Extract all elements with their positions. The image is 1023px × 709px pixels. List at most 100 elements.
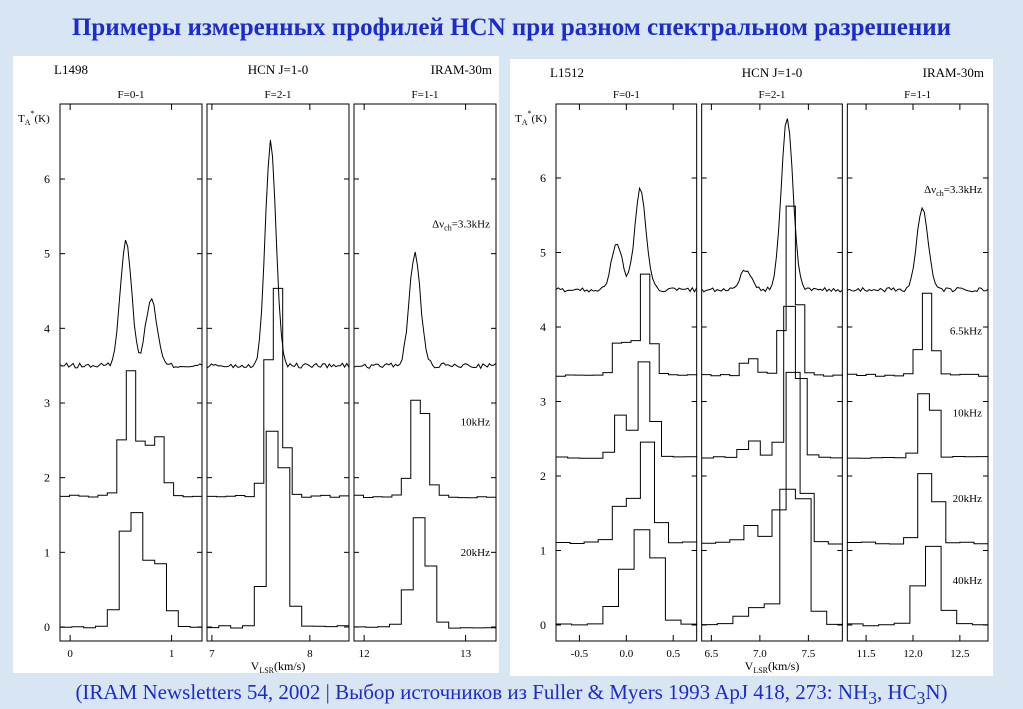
chart-panel-l1498: L1498 HCN J=1-0 IRAM-30m TA*(K) 0 1 2 3 4 5 6 F=0-1…	[13, 56, 499, 673]
series-label-rest: =3.3kHz	[944, 184, 982, 196]
x-tick-label: -0.5	[571, 648, 589, 660]
series-label-rest: =3.3kHz	[452, 219, 490, 231]
transition-label: HCN J=1-0	[248, 62, 308, 77]
x-tick-label: 12	[359, 648, 370, 660]
spectrum-20kHz	[207, 430, 350, 629]
series-label-sub: ch	[936, 189, 944, 198]
y-tick-label: 0	[44, 620, 50, 634]
y-axis-title-main: T	[18, 113, 25, 125]
y-axis-title-unit: (K)	[35, 113, 51, 125]
subpanel-frame	[846, 103, 989, 642]
subpanel-F=1-1: F=1-1 12 13	[353, 89, 497, 660]
spectrum-40kHz	[847, 545, 989, 627]
subpanel-label: F=0-1	[118, 89, 145, 101]
x-tick-label: 7	[209, 648, 215, 660]
subpanel-F=2-1: F=2-1 6.5 7.0 7.5	[701, 89, 843, 660]
subpanel-label: F=2-1	[265, 89, 292, 101]
series-label-sub: ch	[444, 224, 452, 233]
series-label-main: 20kHz	[461, 547, 490, 559]
footer-main: (IRAM Newsletters 54, 2002 | Выбор источ…	[75, 680, 869, 704]
y-axis-title: TA*(K)	[18, 109, 50, 127]
source-label: L1512	[550, 65, 584, 80]
spectrum-10kHz	[701, 305, 843, 459]
spectrum-20kHz	[354, 517, 497, 629]
source-label: L1498	[54, 62, 88, 77]
y-tick-label: 5	[540, 246, 546, 260]
spectrum-40kHz	[556, 529, 698, 626]
x-tick-label: 11.5	[857, 648, 876, 660]
y-tick-label: 4	[44, 321, 50, 335]
spectrum-20kHz	[60, 512, 203, 629]
y-axis-title-main: T	[515, 113, 522, 125]
series-label: Δνch=3.3kHz	[924, 184, 982, 198]
spectrum-10kHz	[847, 393, 989, 459]
series-label: Δνch=3.3kHz	[432, 219, 490, 233]
x-tick-label: 0	[67, 648, 73, 660]
subpanel-label: F=2-1	[759, 89, 786, 101]
y-axis-title-sub: A	[522, 118, 528, 127]
subpanel-label: F=1-1	[412, 89, 439, 101]
footer-sub-2: 3	[916, 688, 926, 709]
footer-sub-1: 3	[868, 688, 877, 709]
series-label: 20kHz	[461, 547, 490, 559]
subpanel-label: F=1-1	[904, 89, 931, 101]
spectrum-20kHz	[701, 371, 843, 545]
telescope-label: IRAM-30m	[431, 62, 492, 77]
series-label: 10kHz	[461, 416, 490, 428]
chart-panel-l1512: L1512 HCN J=1-0 IRAM-30m TA*(K) 0 1 2 3 4 5 6 F=0-1…	[510, 59, 993, 676]
y-tick-label: 2	[540, 469, 546, 483]
y-tick-label: 1	[44, 545, 50, 559]
y-tick-label: 5	[44, 247, 50, 261]
x-tick-label: 7.5	[802, 648, 816, 660]
subpanel-frame	[59, 103, 203, 642]
spectrum-Δν_ch=3.3kHz	[59, 239, 203, 369]
spectrum-20kHz	[556, 441, 698, 544]
series-label-main: 6.5kHz	[950, 325, 982, 337]
x-axis-title-main: V	[251, 659, 260, 673]
x-tick-label: 7.0	[753, 648, 767, 660]
telescope-label: IRAM-30m	[923, 65, 984, 80]
spectrum-Δν_ch=3.3kHz	[206, 139, 350, 369]
subpanel-frame	[701, 103, 843, 642]
series-label-main: 20kHz	[953, 493, 982, 505]
footer-end: N)	[925, 680, 948, 704]
subpanel-frame	[555, 103, 698, 642]
x-axis-title-sub: LSR	[753, 666, 768, 675]
subpanel-label: F=0-1	[613, 89, 640, 101]
y-tick-label: 6	[44, 172, 50, 186]
y-axis-title-sup: *	[31, 109, 35, 118]
x-axis-title-sub: LSR	[259, 666, 274, 673]
x-tick-label: 6.5	[704, 648, 718, 660]
series-label-main: 40kHz	[953, 575, 982, 587]
y-tick-label: 1	[540, 544, 546, 558]
x-axis-title: VLSR(km/s)	[745, 659, 800, 675]
x-tick-label: 13	[460, 648, 472, 660]
y-axis-title-sup: *	[528, 109, 532, 118]
spectrum-20kHz	[847, 473, 989, 545]
spectrum-Δν_ch=3.3kHz	[353, 251, 497, 370]
spectrum-Δν_ch=3.3kHz	[847, 206, 989, 293]
series-label: 20kHz	[953, 493, 982, 505]
page-title: Примеры измеренных профилей HCN при разн…	[71, 14, 952, 41]
spectrum-chart-l1512: L1512 HCN J=1-0 IRAM-30m TA*(K) 0 1 2 3 4 5 6 F=0-1…	[515, 65, 989, 675]
y-tick-label: 4	[540, 320, 546, 334]
x-axis-title-unit: (km/s)	[274, 659, 305, 673]
series-label: 10kHz	[953, 407, 982, 419]
x-axis-title-main: V	[745, 659, 754, 673]
x-axis-title: VLSR(km/s)	[251, 659, 306, 673]
subpanel-F=0-1: F=0-1 -0.5 0.0 0.5	[555, 89, 698, 660]
x-tick-label: 8	[307, 648, 313, 660]
series-label-main: Δν	[924, 184, 936, 196]
footer-mid: , HC	[876, 680, 917, 704]
subpanel-F=1-1: F=1-1 11.5 12.0 12.5	[846, 89, 989, 660]
series-label: 6.5kHz	[950, 325, 982, 337]
y-tick-label: 3	[540, 395, 546, 409]
series-label-main: Δν	[432, 219, 444, 231]
spectrum-6.5kHz	[556, 273, 698, 377]
subpanel-F=2-1: F=2-1 7 8	[206, 89, 350, 660]
y-axis-title-unit: (K)	[532, 113, 548, 125]
x-tick-label: 1	[169, 648, 175, 660]
subpanel-frame	[206, 103, 350, 642]
series-label: 40kHz	[953, 575, 982, 587]
spectrum-10kHz	[207, 287, 350, 498]
